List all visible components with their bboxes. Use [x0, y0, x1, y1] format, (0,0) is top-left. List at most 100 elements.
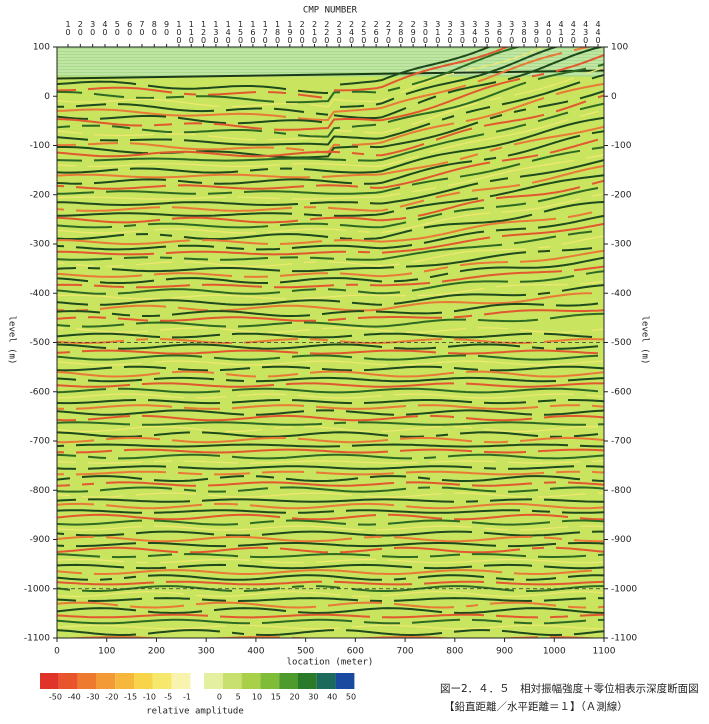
- reflector: [531, 509, 551, 513]
- reflector: [141, 414, 419, 422]
- reflector: [183, 406, 221, 410]
- reflector: [105, 503, 203, 510]
- reflector: [237, 542, 497, 548]
- reflector: [57, 426, 215, 433]
- colorbar-swatch: [115, 673, 134, 689]
- reflector: [519, 159, 604, 178]
- reflector: [303, 116, 604, 174]
- x-tick-label: 500: [297, 647, 314, 657]
- reflector: [333, 580, 413, 586]
- y-tick-label: -400: [30, 289, 51, 299]
- reflector: [57, 431, 143, 438]
- reflector: [333, 47, 510, 92]
- reflector: [267, 228, 347, 233]
- reflector: [153, 477, 209, 482]
- x-tick-label: 1100: [593, 647, 616, 657]
- reflector: [57, 607, 137, 613]
- reflector: [237, 563, 413, 570]
- reflector: [345, 629, 443, 636]
- reflector: [267, 373, 299, 378]
- reflector: [579, 280, 604, 285]
- reflector: [285, 382, 454, 388]
- reflector: [393, 597, 533, 603]
- reflector: [87, 415, 131, 421]
- reflector: [118, 453, 221, 460]
- reflector: [153, 376, 215, 381]
- reflector: [219, 613, 371, 619]
- cmp-number: 50: [113, 20, 122, 36]
- reflector: [568, 399, 604, 403]
- cmp-number: 150: [236, 20, 245, 44]
- reflector: [201, 431, 389, 438]
- reflector: [111, 312, 131, 317]
- colorbar-swatch: [96, 673, 116, 689]
- reflector: [81, 475, 143, 480]
- reflector: [393, 535, 532, 543]
- reflector: [57, 262, 65, 264]
- cmp-number: 380: [520, 20, 529, 44]
- reflector: [117, 343, 383, 350]
- reflector: [447, 343, 521, 348]
- reflector: [159, 233, 173, 237]
- reflector: [472, 553, 527, 558]
- reflector: [543, 409, 604, 416]
- reflector: [339, 104, 365, 108]
- reflector: [483, 467, 497, 470]
- reflector: [585, 394, 604, 398]
- reflector: [87, 461, 143, 464]
- reflector: [117, 288, 281, 295]
- reflector: [459, 261, 509, 267]
- reflector: [333, 210, 395, 217]
- reflector: [183, 129, 263, 134]
- colorbar-swatch: [58, 673, 78, 689]
- reflector: [99, 578, 113, 581]
- reflector: [531, 72, 545, 78]
- reflector: [351, 624, 604, 630]
- reflector: [351, 301, 383, 306]
- reflector: [57, 629, 137, 636]
- reflector: [555, 100, 587, 113]
- reflector: [411, 177, 449, 186]
- reflector: [549, 312, 604, 320]
- reflector: [207, 135, 257, 141]
- reflector: [309, 216, 407, 222]
- reflector: [57, 498, 77, 502]
- reflector: [567, 481, 604, 486]
- reflector: [297, 294, 406, 300]
- colorbar-tick-label: -5: [164, 693, 172, 702]
- reflector: [153, 525, 365, 531]
- reflector: [489, 177, 509, 183]
- reflector: [75, 206, 161, 212]
- reflector: [321, 310, 364, 316]
- reflector: [57, 613, 209, 619]
- reflector: [586, 465, 604, 468]
- reflector: [519, 329, 581, 333]
- x-tick-label: 600: [347, 647, 364, 657]
- reflector: [309, 370, 455, 378]
- reflector: [147, 629, 221, 635]
- reflector: [57, 216, 161, 224]
- y-tick-label: -800: [30, 486, 51, 496]
- reflector: [117, 103, 215, 113]
- colorbar-tick-label: -15: [124, 693, 137, 702]
- reflector: [147, 399, 221, 405]
- reflector: [99, 279, 155, 284]
- reflector: [537, 245, 551, 249]
- x-tick-label: 800: [446, 647, 463, 657]
- reflector: [87, 142, 119, 146]
- reflector: [57, 370, 161, 378]
- reflector: [231, 453, 412, 460]
- reflector: [375, 97, 395, 106]
- colorbar-label: relative amplitude: [146, 707, 244, 717]
- reflector: [333, 129, 353, 132]
- y-tick-label: 0: [44, 92, 50, 102]
- reflector: [183, 257, 209, 261]
- cmp-number: 310: [433, 20, 442, 44]
- reflector: [57, 294, 161, 300]
- reflector: [513, 235, 557, 245]
- reflector: [87, 597, 143, 603]
- reflector: [327, 317, 347, 322]
- reflector: [315, 405, 407, 410]
- colorbar-swatch: [77, 673, 97, 689]
- reflector: [495, 577, 515, 581]
